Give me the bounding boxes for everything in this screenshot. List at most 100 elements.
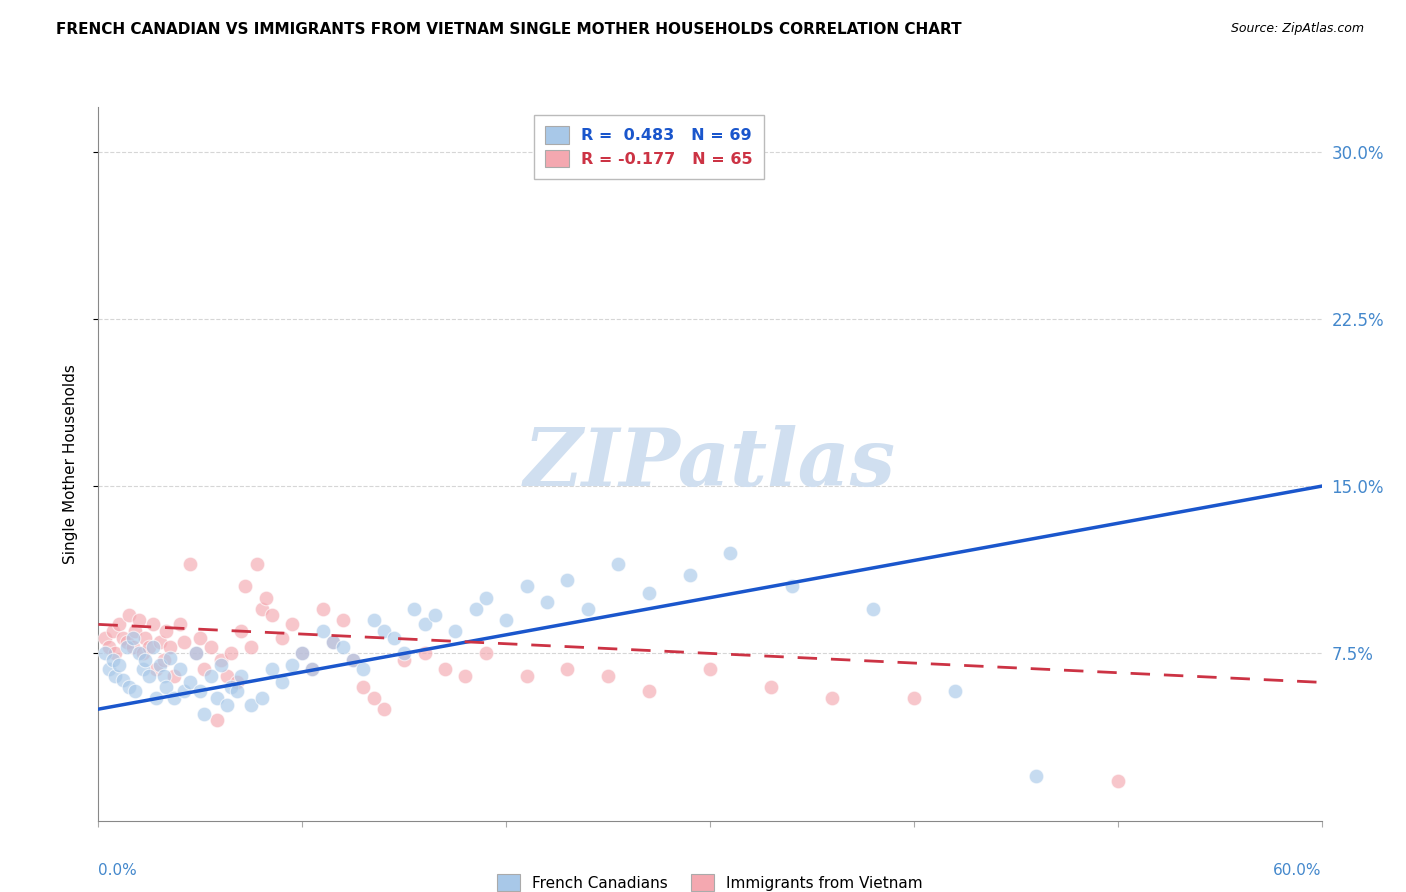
Point [474,591,498,605]
Point [118,680,141,694]
Point [607,557,630,572]
Point [159,651,181,665]
Point [301,662,323,676]
Point [128,613,150,627]
Point [413,617,436,632]
Point [145,690,167,705]
Point [312,602,335,616]
Point [200,640,222,654]
Point [246,557,269,572]
Point [188,631,212,645]
Point [322,635,344,649]
Point [434,662,457,676]
Point [699,662,721,676]
Point [332,613,354,627]
Point [159,640,181,654]
Point [404,602,426,616]
Point [780,580,803,594]
Point [97,640,120,654]
Y-axis label: Single Mother Households: Single Mother Households [63,364,77,564]
Point [342,653,364,667]
Text: FRENCH CANADIAN VS IMMIGRANTS FROM VIETNAM SINGLE MOTHER HOUSEHOLDS CORRELATION : FRENCH CANADIAN VS IMMIGRANTS FROM VIETN… [56,22,962,37]
Point [155,680,177,694]
Point [173,635,195,649]
Point [111,631,134,645]
Point [215,698,238,712]
Point [231,624,253,639]
Point [132,662,155,676]
Point [108,657,131,672]
Point [209,657,232,672]
Point [124,624,146,639]
Point [97,662,120,676]
Point [152,653,174,667]
Point [342,653,364,667]
Text: Source: ZipAtlas.com: Source: ZipAtlas.com [1230,22,1364,36]
Point [101,653,124,667]
Text: 60.0%: 60.0% [1274,863,1322,879]
Point [104,669,127,683]
Point [104,646,127,660]
Point [138,640,160,654]
Point [557,662,579,676]
Point [270,631,294,645]
Point [516,580,538,594]
Point [186,646,208,660]
Point [193,706,215,721]
Point [444,624,467,639]
Point [557,573,579,587]
Point [373,624,395,639]
Point [134,631,156,645]
Point [291,646,314,660]
Point [301,662,323,676]
Point [115,635,138,649]
Point [281,617,304,632]
Point [240,698,263,712]
Point [352,680,374,694]
Point [332,640,354,654]
Point [423,608,446,623]
Point [205,690,228,705]
Text: ZIPatlas: ZIPatlas [524,425,896,502]
Point [413,646,436,660]
Point [215,669,238,683]
Point [382,631,405,645]
Point [226,684,249,698]
Point [226,675,249,690]
Point [134,653,156,667]
Point [209,653,232,667]
Point [392,646,416,660]
Point [169,662,191,676]
Point [128,646,150,660]
Point [200,669,222,683]
Point [169,617,191,632]
Point [250,690,273,705]
Point [392,653,416,667]
Point [179,675,201,690]
Point [720,546,742,560]
Point [205,714,228,728]
Point [638,684,661,698]
Point [679,568,702,582]
Point [93,631,115,645]
Point [254,591,277,605]
Point [193,662,215,676]
Point [363,690,385,705]
Point [111,673,134,687]
Point [149,657,172,672]
Point [231,669,253,683]
Point [250,602,273,616]
Point [903,690,925,705]
Point [115,640,138,654]
Point [219,680,242,694]
Point [122,640,145,654]
Point [943,684,966,698]
Point [142,640,165,654]
Point [173,684,195,698]
Point [495,613,517,627]
Point [163,690,186,705]
Point [149,635,172,649]
Point [93,646,115,660]
Point [312,624,335,639]
Point [516,669,538,683]
